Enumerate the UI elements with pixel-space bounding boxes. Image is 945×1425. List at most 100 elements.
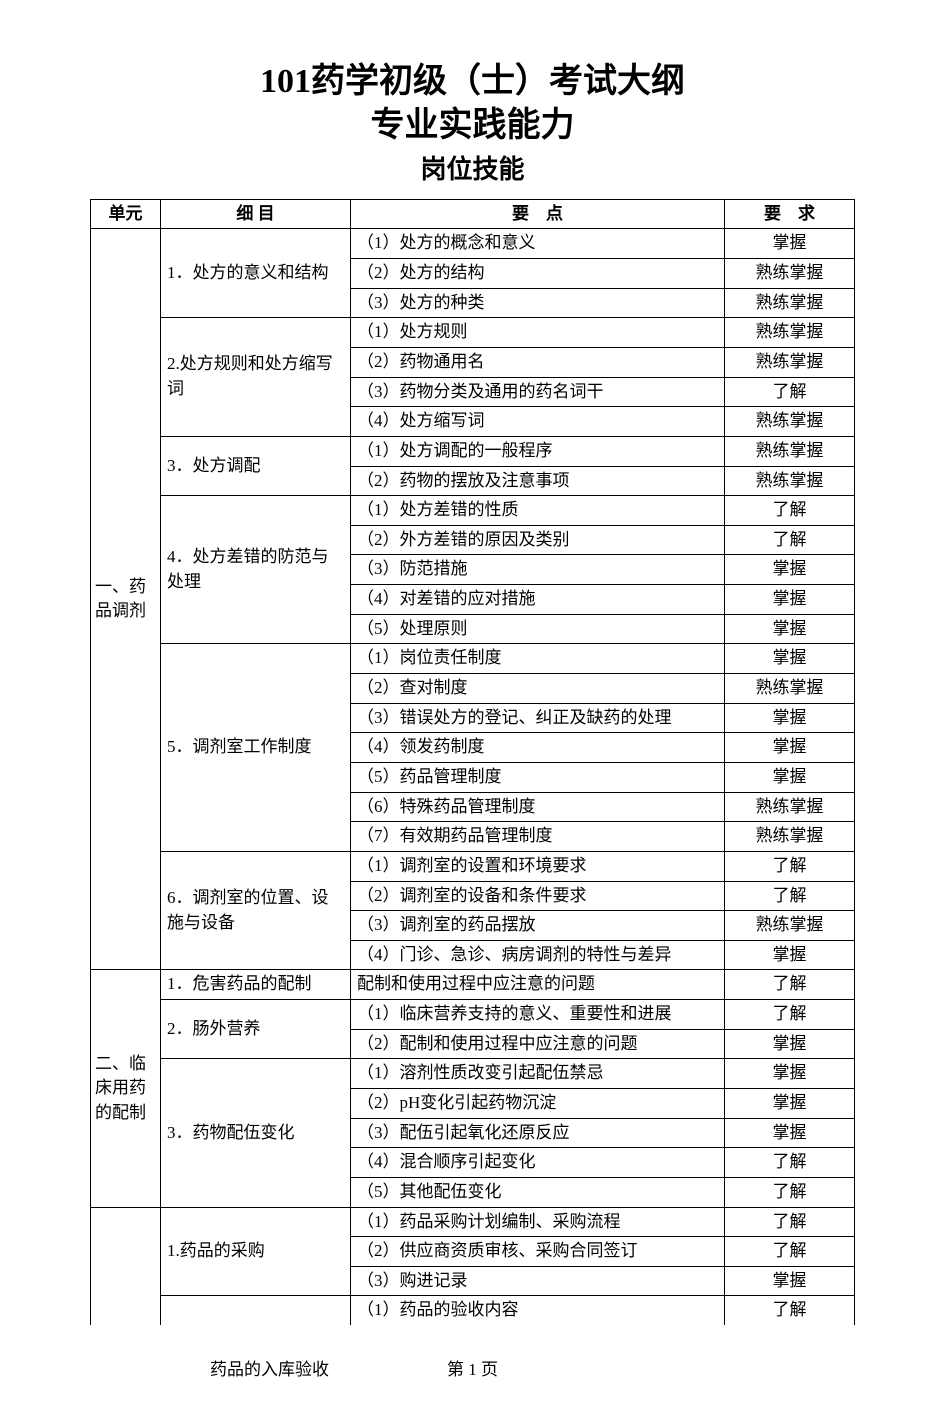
table-row: 1.药品的采购（1）药品采购计划编制、采购流程了解: [91, 1207, 855, 1237]
point-cell: （1）处方的概念和意义: [351, 229, 725, 259]
table-row: 3．药物配伍变化（1）溶剂性质改变引起配伍禁忌掌握: [91, 1059, 855, 1089]
point-cell: （1）药品的验收内容: [351, 1296, 725, 1325]
point-cell: （5）其他配伍变化: [351, 1177, 725, 1207]
point-cell: （1）调剂室的设置和环境要求: [351, 851, 725, 881]
point-cell: （4）领发药制度: [351, 733, 725, 763]
point-cell: （3）防范措施: [351, 555, 725, 585]
item-cell: 6．调剂室的位置、设施与设备: [161, 851, 351, 970]
table-row: 3．处方调配（1）处方调配的一般程序熟练掌握: [91, 436, 855, 466]
point-cell: 配制和使用过程中应注意的问题: [351, 970, 725, 1000]
req-cell: 熟练掌握: [725, 792, 855, 822]
table-row: 4．处方差错的防范与处理（1）处方差错的性质了解: [91, 496, 855, 526]
req-cell: 熟练掌握: [725, 674, 855, 704]
header-point: 要 点: [351, 199, 725, 229]
table-row: 2.处方规则和处方缩写词（1）处方规则熟练掌握: [91, 318, 855, 348]
point-cell: （7）有效期药品管理制度: [351, 822, 725, 852]
point-cell: （5）药品管理制度: [351, 762, 725, 792]
point-cell: （4）混合顺序引起变化: [351, 1148, 725, 1178]
unit-cell: 一、药品调剂: [91, 229, 161, 970]
point-cell: （2）外方差错的原因及类别: [351, 525, 725, 555]
title-section: 岗位技能: [90, 152, 855, 188]
req-cell: 了解: [725, 1000, 855, 1030]
item-cell: 1．危害药品的配制: [161, 970, 351, 1000]
unit-cell: 二、临床用药的配制: [91, 970, 161, 1207]
point-cell: （1）处方差错的性质: [351, 496, 725, 526]
req-cell: 了解: [725, 1177, 855, 1207]
point-cell: （2）pH变化引起药物沉淀: [351, 1088, 725, 1118]
point-cell: （1）处方调配的一般程序: [351, 436, 725, 466]
title-block: 101药学初级（士）考试大纲 专业实践能力 岗位技能: [90, 60, 855, 189]
req-cell: 熟练掌握: [725, 288, 855, 318]
req-cell: 熟练掌握: [725, 436, 855, 466]
point-cell: （1）岗位责任制度: [351, 644, 725, 674]
req-cell: 掌握: [725, 229, 855, 259]
footer-left-text: 药品的入库验收: [210, 1355, 329, 1380]
point-cell: （2）药物通用名: [351, 347, 725, 377]
req-cell: 掌握: [725, 614, 855, 644]
point-cell: （2）供应商资质审核、采购合同签订: [351, 1237, 725, 1267]
table-row: 2．肠外营养（1）临床营养支持的意义、重要性和进展了解: [91, 1000, 855, 1030]
syllabus-table: 单元 细 目 要 点 要 求 一、药品调剂1．处方的意义和结构（1）处方的概念和…: [90, 199, 855, 1325]
item-cell: [161, 1296, 351, 1325]
point-cell: （4）对差错的应对措施: [351, 585, 725, 615]
table-row: 6．调剂室的位置、设施与设备（1）调剂室的设置和环境要求了解: [91, 851, 855, 881]
item-cell: 5．调剂室工作制度: [161, 644, 351, 851]
req-cell: 了解: [725, 496, 855, 526]
header-item: 细 目: [161, 199, 351, 229]
point-cell: （1）溶剂性质改变引起配伍禁忌: [351, 1059, 725, 1089]
req-cell: 了解: [725, 970, 855, 1000]
req-cell: 熟练掌握: [725, 347, 855, 377]
point-cell: （1）处方规则: [351, 318, 725, 348]
point-cell: （3）调剂室的药品摆放: [351, 911, 725, 941]
req-cell: 掌握: [725, 1266, 855, 1296]
title-sub: 专业实践能力: [90, 104, 855, 148]
point-cell: （1）临床营养支持的意义、重要性和进展: [351, 1000, 725, 1030]
point-cell: （2）调剂室的设备和条件要求: [351, 881, 725, 911]
req-cell: 掌握: [725, 703, 855, 733]
item-cell: 1.药品的采购: [161, 1207, 351, 1296]
req-cell: 熟练掌握: [725, 466, 855, 496]
req-cell: 掌握: [725, 555, 855, 585]
item-cell: 3．处方调配: [161, 436, 351, 495]
point-cell: （4）处方缩写词: [351, 407, 725, 437]
req-cell: 了解: [725, 1296, 855, 1325]
point-cell: （2）查对制度: [351, 674, 725, 704]
point-cell: （2）药物的摆放及注意事项: [351, 466, 725, 496]
req-cell: 掌握: [725, 1088, 855, 1118]
point-cell: （1）药品采购计划编制、采购流程: [351, 1207, 725, 1237]
table-row: 一、药品调剂1．处方的意义和结构（1）处方的概念和意义掌握: [91, 229, 855, 259]
req-cell: 熟练掌握: [725, 911, 855, 941]
table-row: 二、临床用药的配制1．危害药品的配制配制和使用过程中应注意的问题了解: [91, 970, 855, 1000]
point-cell: （2）配制和使用过程中应注意的问题: [351, 1029, 725, 1059]
req-cell: 了解: [725, 525, 855, 555]
req-cell: 了解: [725, 881, 855, 911]
point-cell: （3）购进记录: [351, 1266, 725, 1296]
req-cell: 了解: [725, 851, 855, 881]
req-cell: 了解: [725, 1237, 855, 1267]
title-main: 101药学初级（士）考试大纲: [90, 60, 855, 104]
point-cell: （6）特殊药品管理制度: [351, 792, 725, 822]
req-cell: 熟练掌握: [725, 318, 855, 348]
item-cell: 3．药物配伍变化: [161, 1059, 351, 1207]
table-row: （1）药品的验收内容了解: [91, 1296, 855, 1325]
req-cell: 掌握: [725, 940, 855, 970]
req-cell: 熟练掌握: [725, 822, 855, 852]
point-cell: （2）处方的结构: [351, 259, 725, 289]
point-cell: （3）药物分类及通用的药名词干: [351, 377, 725, 407]
req-cell: 掌握: [725, 585, 855, 615]
req-cell: 掌握: [725, 1118, 855, 1148]
item-cell: 2.处方规则和处方缩写词: [161, 318, 351, 437]
table-header-row: 单元 细 目 要 点 要 求: [91, 199, 855, 229]
req-cell: 了解: [725, 1207, 855, 1237]
point-cell: （5）处理原则: [351, 614, 725, 644]
req-cell: 掌握: [725, 644, 855, 674]
req-cell: 掌握: [725, 1029, 855, 1059]
header-unit: 单元: [91, 199, 161, 229]
point-cell: （3）配伍引起氧化还原反应: [351, 1118, 725, 1148]
point-cell: （3）错误处方的登记、纠正及缺药的处理: [351, 703, 725, 733]
point-cell: （4）门诊、急诊、病房调剂的特性与差异: [351, 940, 725, 970]
item-cell: 1．处方的意义和结构: [161, 229, 351, 318]
req-cell: 了解: [725, 377, 855, 407]
req-cell: 掌握: [725, 762, 855, 792]
unit-cell: [91, 1207, 161, 1325]
